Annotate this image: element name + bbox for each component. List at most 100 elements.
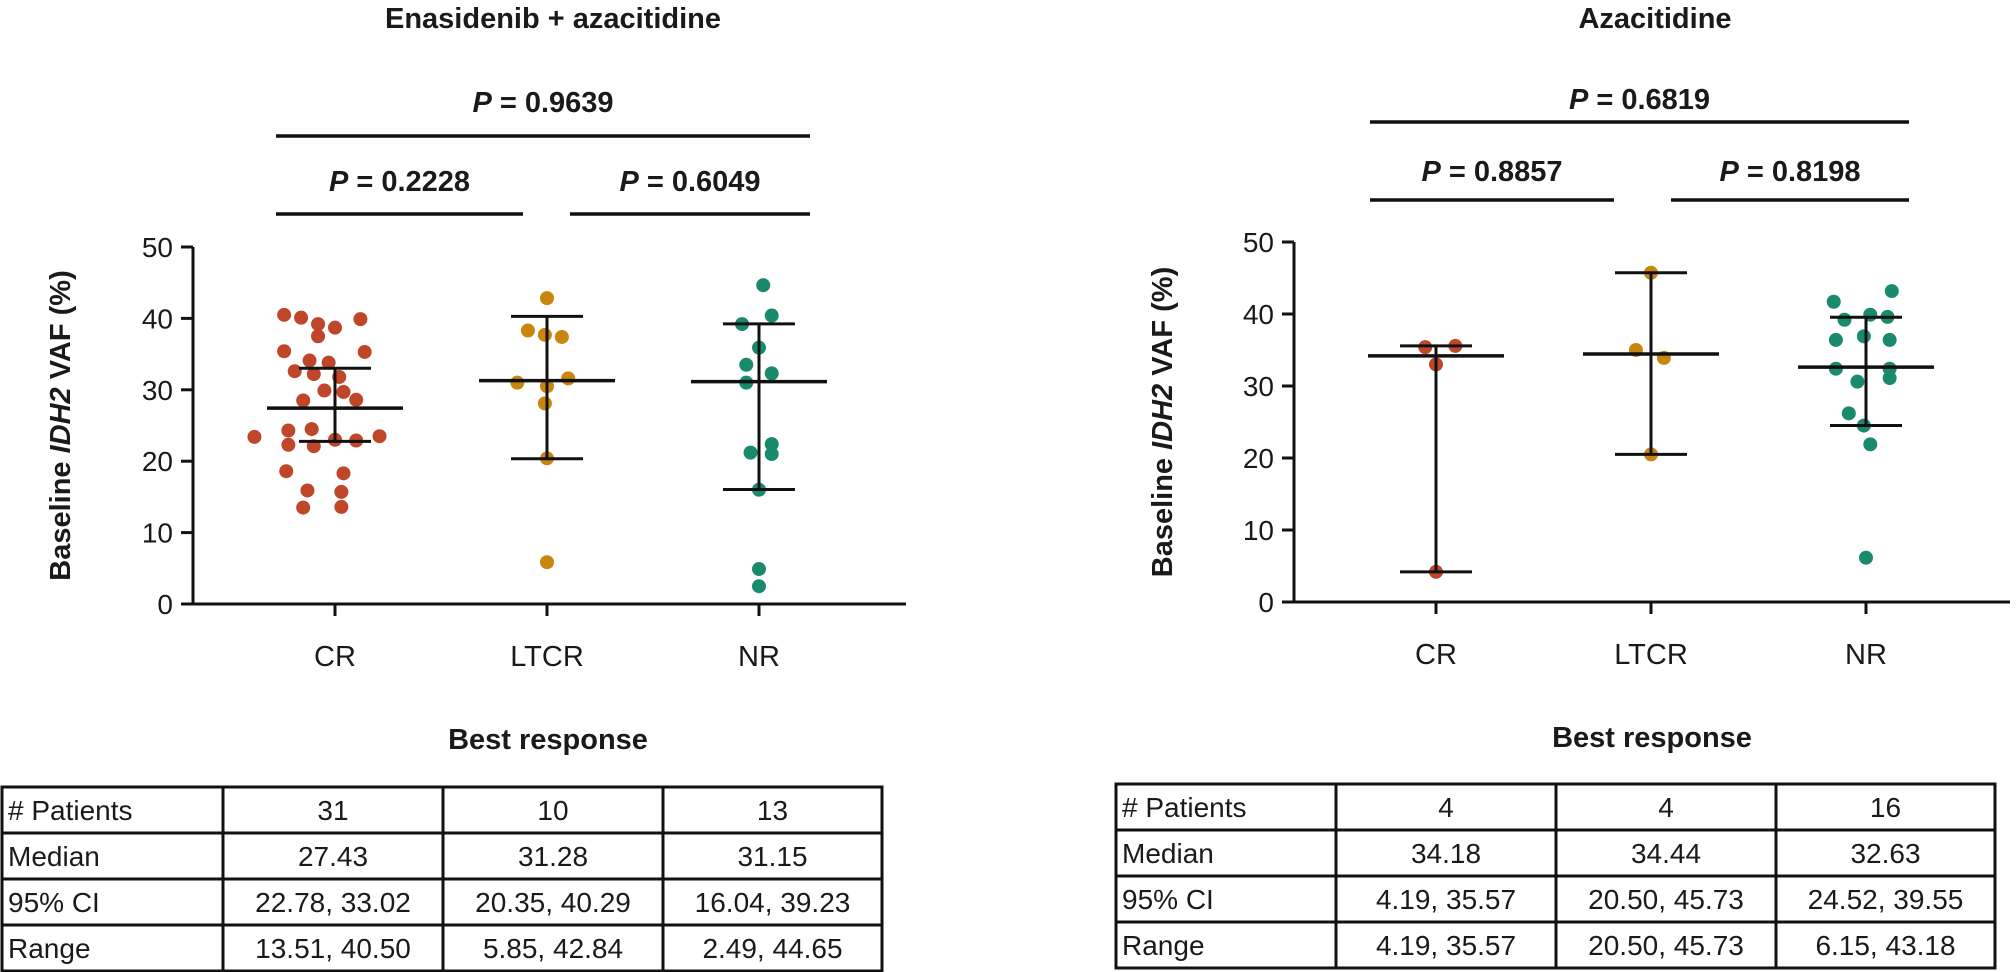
data-point <box>1882 332 1897 347</box>
data-point <box>317 383 332 398</box>
y-axis-label: Baseline IDH2 VAF (%) <box>1147 267 1179 577</box>
data-point <box>279 464 294 479</box>
series-CR <box>1368 338 1504 579</box>
y-tick-label: 50 <box>1243 227 1274 258</box>
data-point <box>277 307 292 322</box>
data-point <box>520 323 535 338</box>
chart-title: Enasidenib + azacitidine <box>385 3 721 35</box>
data-point <box>1828 332 1843 347</box>
table-cell: 24.52, 39.55 <box>1808 884 1964 915</box>
y-tick-label: 0 <box>1258 587 1274 618</box>
table-row-header: Median <box>1122 838 1214 869</box>
summary-table-2: # Patients 4 4 16 Median 34.18 34.44 32.63 95% C… <box>1114 782 1997 970</box>
data-point <box>311 329 326 344</box>
data-point <box>1882 371 1897 386</box>
x-axis-label: Best response <box>1552 722 1752 754</box>
table-cell: 16.04, 39.23 <box>695 887 851 918</box>
y-tick-label: 10 <box>142 518 173 549</box>
data-point <box>1837 312 1852 327</box>
data-point <box>752 562 766 577</box>
data-point <box>1826 294 1841 309</box>
data-point <box>372 429 387 444</box>
table-cell: 2.49, 44.65 <box>702 933 842 964</box>
data-point <box>764 437 779 452</box>
table-row-header: Range <box>8 933 91 964</box>
y-tick-label: 40 <box>1243 299 1274 330</box>
y-tick-label: 20 <box>142 446 173 477</box>
table-cell: 6.15, 43.18 <box>1815 930 1955 961</box>
table-cell: 10 <box>537 795 568 826</box>
series-LTCR <box>1583 265 1719 462</box>
y-tick-label: 30 <box>1243 371 1274 402</box>
data-point <box>296 500 311 515</box>
data-point <box>561 371 576 386</box>
data-point <box>306 367 321 382</box>
series-NR <box>691 278 827 594</box>
table-cell: 20.50, 45.73 <box>1588 884 1744 915</box>
table-cell: 5.85, 42.84 <box>483 933 623 964</box>
data-point <box>510 375 525 390</box>
x-axis-label: Best response <box>448 724 648 756</box>
p-value-label: P = 0.8857 <box>1421 156 1562 188</box>
data-point <box>247 429 262 444</box>
table-cell: 13.51, 40.50 <box>255 933 411 964</box>
chart-panel-2: Azacitidine P = 0.6819 P = 0.8857 P = 0.819… <box>1147 3 2010 754</box>
table-row-header: # Patients <box>8 795 133 826</box>
data-point <box>353 312 368 327</box>
series-NR <box>1798 284 1934 565</box>
x-tick-label: LTCR <box>510 641 584 673</box>
data-point <box>1863 437 1878 452</box>
table-cell: 31 <box>317 795 348 826</box>
table-cell: 22.78, 33.02 <box>255 887 411 918</box>
data-point <box>764 447 779 462</box>
table-row-header: # Patients <box>1122 792 1247 823</box>
data-point <box>328 320 342 335</box>
data-point <box>334 499 349 514</box>
data-point <box>277 344 292 359</box>
summary-table-1: # Patients 31 10 13 Median 27.43 31.28 31.15 95%… <box>0 785 884 972</box>
table-cell: 4.19, 35.57 <box>1376 930 1516 961</box>
p-value-label: P = 0.6049 <box>619 166 760 198</box>
data-point <box>764 308 779 323</box>
y-tick-label: 10 <box>1243 515 1274 546</box>
table-row-header: Range <box>1122 930 1205 961</box>
data-point <box>281 437 296 452</box>
table-cell: 20.50, 45.73 <box>1588 930 1744 961</box>
chart-panel-1: Enasidenib + azacitidine P = 0.9639 P = 0.… <box>45 3 906 756</box>
table-cell: 20.35, 40.29 <box>475 887 631 918</box>
table-cell: 4.19, 35.57 <box>1376 884 1516 915</box>
x-tick-label: NR <box>738 641 780 673</box>
table-cell: 27.43 <box>298 841 368 872</box>
table-cell: 13 <box>757 795 788 826</box>
data-point <box>756 278 771 293</box>
table-cell: 34.44 <box>1631 838 1701 869</box>
table-cell: 4 <box>1438 792 1454 823</box>
data-point <box>1859 550 1873 565</box>
table-cell: 34.18 <box>1411 838 1481 869</box>
data-point <box>752 579 766 594</box>
x-tick-label: CR <box>1415 639 1457 671</box>
data-point <box>349 392 364 407</box>
data-point <box>281 423 296 438</box>
p-value-label: P = 0.8198 <box>1719 156 1860 188</box>
data-point <box>537 396 552 411</box>
data-point <box>287 364 302 379</box>
data-point <box>1884 284 1899 299</box>
table-cell: 31.28 <box>518 841 588 872</box>
data-point <box>302 353 317 368</box>
y-axis-label: Baseline IDH2 VAF (%) <box>45 270 77 580</box>
data-point <box>764 366 779 381</box>
series-CR <box>247 307 403 515</box>
data-point <box>311 317 326 332</box>
table-cell: 16 <box>1870 792 1901 823</box>
table-cell: 32.63 <box>1850 838 1920 869</box>
table-cell: 4 <box>1658 792 1674 823</box>
y-tick-label: 30 <box>142 375 173 406</box>
data-point <box>357 344 372 359</box>
data-point <box>321 355 336 370</box>
table-cell: 31.15 <box>737 841 807 872</box>
p-value-label: P = 0.2228 <box>329 166 470 198</box>
x-tick-label: CR <box>314 641 356 673</box>
data-point <box>739 357 754 372</box>
